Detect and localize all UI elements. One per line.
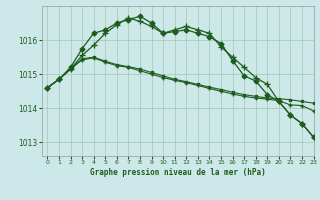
X-axis label: Graphe pression niveau de la mer (hPa): Graphe pression niveau de la mer (hPa): [90, 168, 266, 177]
